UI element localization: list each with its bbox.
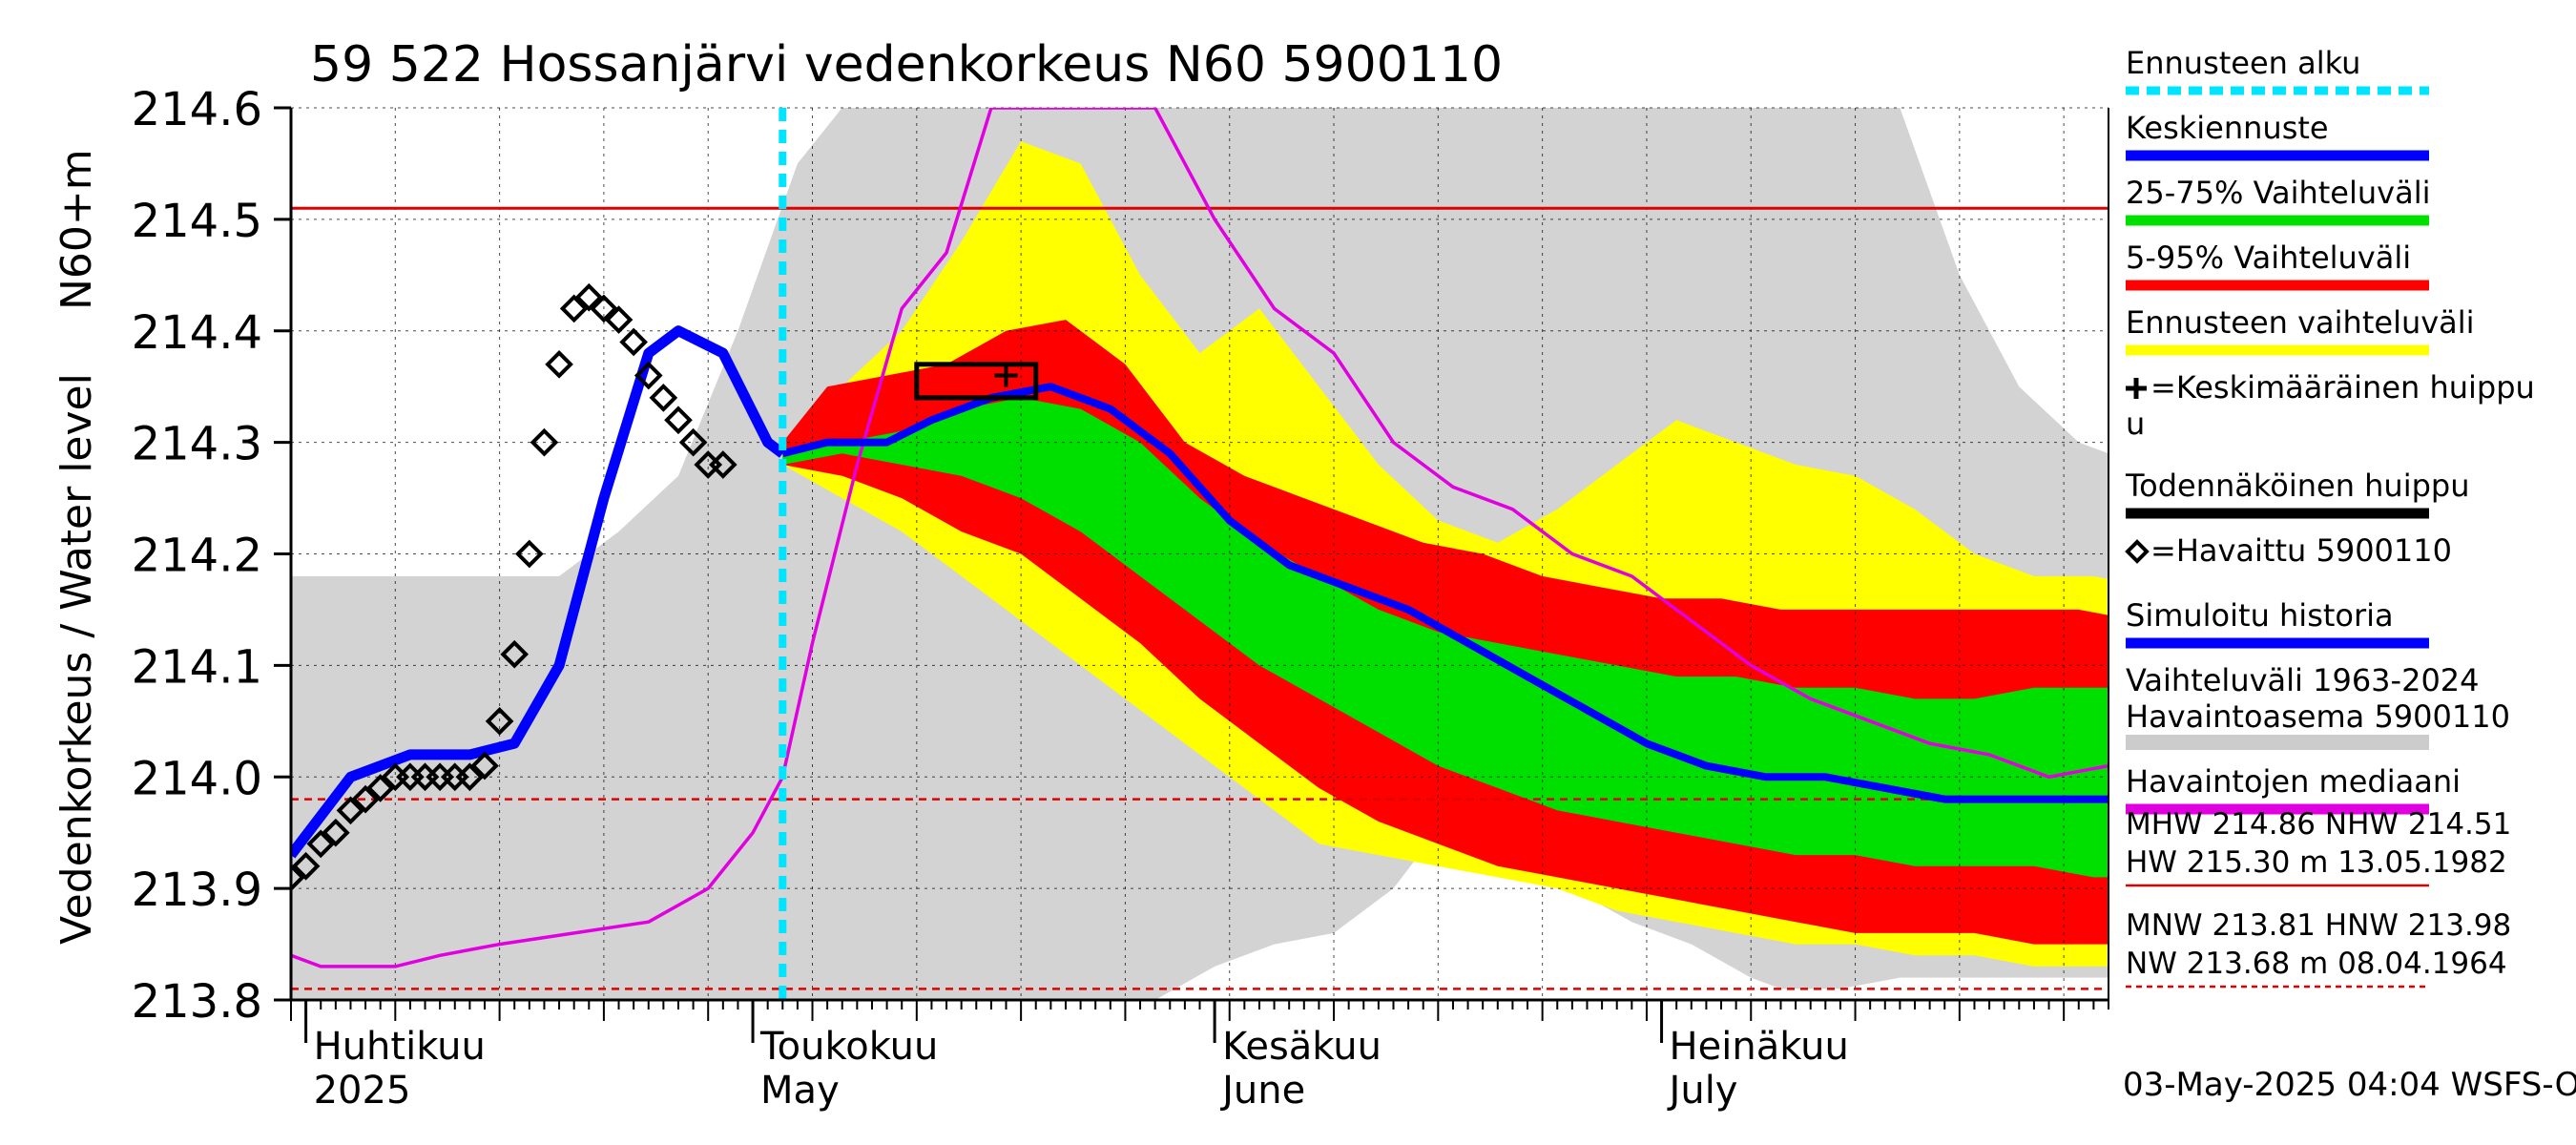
simulated-history-line <box>291 325 786 859</box>
stats-line-3: MNW 213.81 HNW 213.98 <box>2126 908 2511 943</box>
observed-point-13 <box>470 751 499 781</box>
observed-point-20 <box>574 282 604 312</box>
band-layer <box>291 108 2109 1000</box>
y-tick-label-7: 214.5 <box>132 195 262 248</box>
observed-point-4 <box>336 796 365 825</box>
stats-line-1: MHW 214.86 NHW 214.51 <box>2126 807 2511 842</box>
observed-point-17 <box>530 427 559 457</box>
observed-point-27 <box>678 427 708 457</box>
observed-point-16 <box>515 539 544 569</box>
observed-point-24 <box>634 361 663 390</box>
observed-point-6 <box>365 774 395 802</box>
legend-label-7: =Havaittu 5900110 <box>2150 532 2452 569</box>
month-label-fi-3: Heinäkuu <box>1670 1025 1849 1069</box>
legend-label-1: Keskiennuste <box>2126 110 2329 146</box>
legend-plus-icon-5 <box>2126 378 2147 399</box>
month-label-fi-0: Huhtikuu <box>314 1025 486 1069</box>
y-tick-label-8: 214.6 <box>132 83 262 136</box>
y-tick-label-4: 214.2 <box>132 530 262 583</box>
probable-peak-box <box>914 362 1039 401</box>
y-axis-unit-label: N60+m <box>52 149 101 310</box>
y-tick-label-1: 213.9 <box>132 864 262 917</box>
footer-timestamp: 03-May-2025 04:04 WSFS-O <box>2123 1066 2576 1104</box>
observed-point-3 <box>322 818 350 847</box>
chart-title: 59 522 Hossanjärvi vedenkorkeus N60 5900… <box>310 36 1503 94</box>
legend-label-4: Ennusteen vaihteluväli <box>2126 304 2475 341</box>
y-tick-label-6: 214.4 <box>132 306 262 360</box>
observed-point-21 <box>590 294 618 323</box>
legend-label-wrap-5: u <box>2126 406 2145 442</box>
legend-diamond-icon-7 <box>2125 539 2150 564</box>
legend-label-10: Havaintojen mediaani <box>2126 763 2461 800</box>
y-axis-label: Vedenkorkeus / Water level <box>52 373 101 945</box>
observed-point-19 <box>559 294 589 323</box>
observed-point-1 <box>291 851 321 881</box>
legend: Ennusteen alku Keskiennuste 25-75% Vaihtel… <box>2125 45 2535 989</box>
month-label-en-3: July <box>1667 1069 1738 1113</box>
observed-point-5 <box>351 784 380 814</box>
legend-label-0: Ennusteen alku <box>2126 45 2360 81</box>
observed-point-14 <box>485 706 514 736</box>
axes-layer: 213.8 213.9 214.0 214.1 214.2 214.3 214.4 214.5… <box>52 83 2109 1113</box>
observed-point-15 <box>500 639 530 669</box>
mean-peak-marker <box>994 364 1018 387</box>
observed-point-0 <box>291 863 305 892</box>
forecast-mean-line <box>781 383 2109 803</box>
observed-point-22 <box>604 305 634 334</box>
month-label-en-1: May <box>760 1069 840 1113</box>
stats-line-2: HW 215.30 m 13.05.1982 <box>2126 845 2507 880</box>
observed-point-25 <box>649 384 678 412</box>
legend-label-3: 5-95% Vaihteluväli <box>2126 239 2411 276</box>
legend-label-8: Simuloitu historia <box>2126 597 2394 634</box>
month-label-fi-2: Kesäkuu <box>1222 1025 1381 1069</box>
y-tick-label-2: 214.0 <box>132 752 262 805</box>
observed-point-23 <box>619 327 648 357</box>
observed-point-2 <box>306 829 336 859</box>
month-label-en-2: June <box>1219 1069 1305 1113</box>
band-25-75 <box>782 397 2109 878</box>
legend-label2-9: Havaintoasema 5900110 <box>2126 698 2510 735</box>
month-label-fi-1: Toukokuu <box>759 1025 938 1069</box>
series-layer <box>291 108 2109 1000</box>
observed-point-18 <box>545 349 573 379</box>
month-label-en-0: 2025 <box>314 1069 411 1113</box>
y-tick-label-3: 214.1 <box>132 640 262 694</box>
legend-label-9: Vaihteluväli 1963-2024 <box>2126 662 2480 698</box>
stats-line-4: NW 213.68 m 08.04.1964 <box>2126 947 2507 981</box>
observed-point-26 <box>664 406 693 435</box>
y-tick-label-0: 213.8 <box>132 975 262 1029</box>
legend-label-6: Todennäköinen huippu <box>2125 468 2470 504</box>
observed-point-12 <box>455 762 485 792</box>
y-tick-label-5: 214.3 <box>132 418 262 471</box>
observed-point-29 <box>708 450 737 479</box>
legend-label-5: =Keskimääräinen huippu <box>2150 369 2535 406</box>
median-line <box>291 108 2109 968</box>
legend-label-2: 25-75% Vaihteluväli <box>2126 175 2430 211</box>
